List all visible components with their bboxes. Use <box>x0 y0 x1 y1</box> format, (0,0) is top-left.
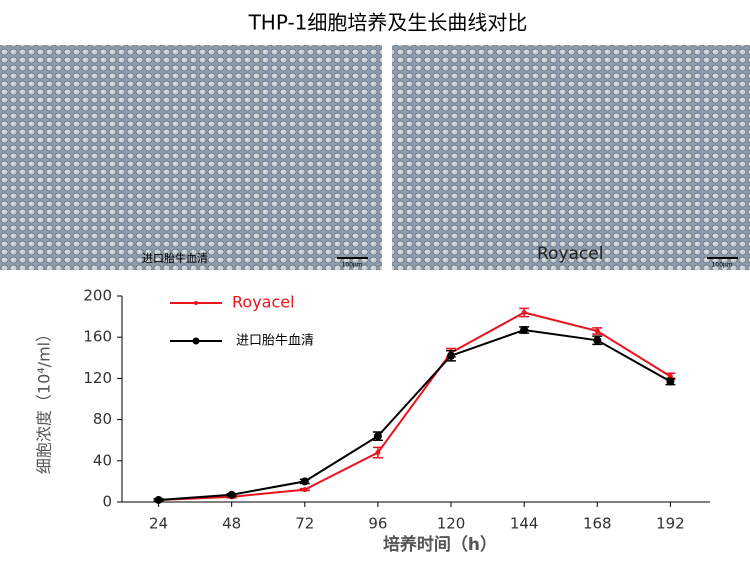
y-tick-label: 0 <box>102 493 112 511</box>
x-tick-label: 96 <box>368 515 387 533</box>
point <box>227 490 236 499</box>
x-tick-label: 192 <box>656 515 685 533</box>
y-tick-label: 120 <box>83 369 112 387</box>
x-tick-label: 24 <box>149 515 168 533</box>
legend-marker <box>194 301 198 305</box>
micrograph <box>392 45 750 270</box>
point <box>594 328 600 334</box>
image-label: Royacel <box>537 244 603 264</box>
point <box>154 495 163 504</box>
micrograph <box>0 45 382 270</box>
x-tick-label: 120 <box>437 515 466 533</box>
image-label: 进口胎牛血清 <box>142 251 208 265</box>
y-tick-label: 40 <box>93 451 112 469</box>
point <box>375 450 381 456</box>
point <box>373 432 382 441</box>
point <box>447 351 456 360</box>
y-tick-label: 160 <box>83 328 112 346</box>
point <box>300 477 309 486</box>
x-tick-label: 48 <box>222 515 241 533</box>
x-axis-label: 培养时间（h） <box>383 534 497 555</box>
x-tick-label: 72 <box>295 515 314 533</box>
point <box>521 309 527 315</box>
y-tick-label: 80 <box>93 410 112 428</box>
point <box>593 336 602 345</box>
series-line <box>158 311 671 501</box>
scale-label: 100μm <box>341 262 362 269</box>
figure-title: THP-1细胞培养及生长曲线对比 <box>248 11 528 35</box>
scale-label: 100μm <box>711 262 732 269</box>
legend-label: 进口胎牛血清 <box>236 334 314 349</box>
x-tick-label: 168 <box>583 515 612 533</box>
point <box>520 325 529 334</box>
legend-label: Royacel <box>232 293 295 312</box>
point <box>666 377 675 386</box>
y-axis-label: 细胞浓度（10⁴/ml） <box>35 326 54 474</box>
point <box>302 487 308 493</box>
series-line <box>158 328 671 501</box>
point <box>667 373 673 379</box>
x-tick-label: 144 <box>510 515 539 533</box>
legend-marker <box>192 337 200 345</box>
y-tick-label: 200 <box>83 287 112 305</box>
chart: 0 40 80 120 160 200 24 48 72 96 120 144 168 192 培养时间（h… <box>35 287 710 555</box>
